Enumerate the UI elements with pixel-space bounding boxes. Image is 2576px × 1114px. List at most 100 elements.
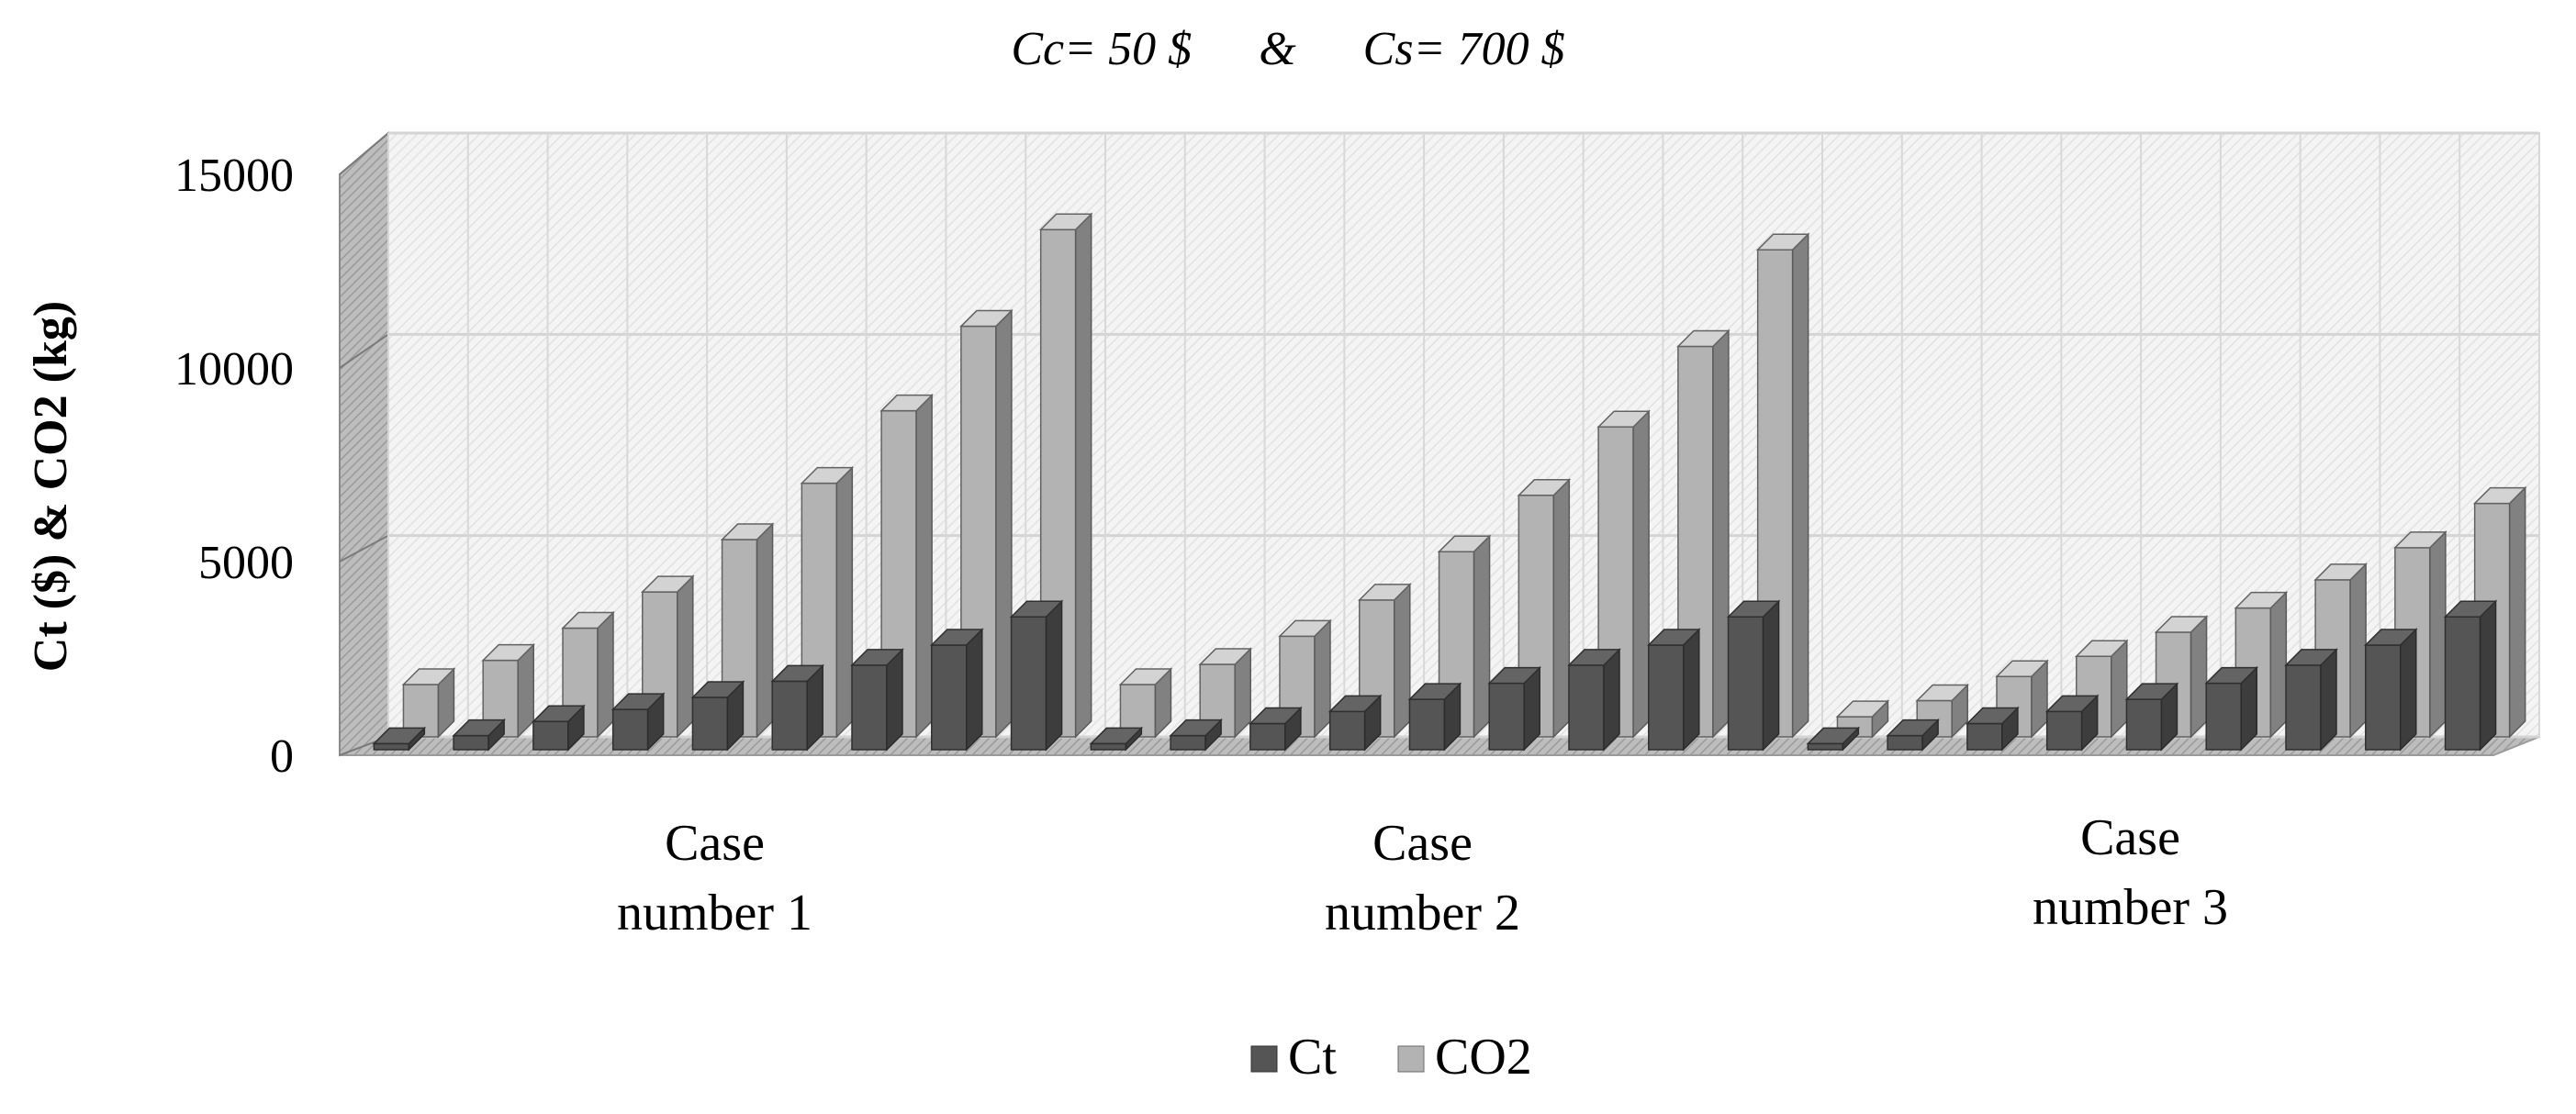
bar-ct-top — [610, 693, 666, 710]
bar-ct — [1169, 718, 1223, 752]
bar-ct-top — [1009, 600, 1064, 618]
bar-co2-side — [1712, 329, 1730, 739]
bar-ct-top — [770, 664, 825, 683]
bar-ct-front — [373, 742, 410, 751]
y-tick-label: 5000 — [198, 537, 294, 589]
bar-ct-side — [966, 628, 983, 752]
bar-co2-top — [1676, 329, 1730, 348]
bar-ct-top — [2363, 629, 2418, 646]
bar-ct-top — [372, 727, 427, 745]
bar-co2-side — [1552, 477, 1571, 739]
bar-ct-front — [2205, 682, 2242, 751]
bar-ct — [850, 648, 904, 752]
bar-ct-side — [1603, 648, 1620, 752]
bars-layer — [372, 212, 2527, 752]
bar-ct-top — [1966, 707, 2020, 725]
bar-co2-top — [1835, 700, 1890, 718]
bar-co2-top — [1995, 660, 2049, 677]
bar-ct-front — [851, 664, 888, 751]
bar-ct — [372, 726, 427, 752]
bar-ct — [2044, 694, 2100, 752]
bar-ct-front — [1966, 722, 2003, 751]
bar-ct-top — [1806, 727, 1861, 745]
bar-co2-top — [481, 643, 536, 662]
bar-ct-front — [2125, 698, 2163, 751]
x-tick-label-line1: Case — [1372, 815, 1473, 872]
bar-co2-top — [2234, 591, 2289, 609]
bar-co2-top — [2472, 486, 2527, 505]
bar-ct — [1249, 706, 1303, 752]
bar-ct-front — [1328, 710, 1366, 751]
bar-co2-side — [1791, 232, 1809, 739]
bar-ct-front — [453, 734, 489, 751]
bar-co2-top — [1118, 668, 1173, 685]
bar-ct-front — [1090, 742, 1127, 751]
bar-ct — [1646, 628, 1701, 752]
bar-co2 — [1437, 534, 1492, 739]
bar-co2-top — [2393, 531, 2447, 549]
bar-ct-front — [1648, 644, 1685, 751]
bar-co2-top — [401, 668, 456, 685]
bar-co2 — [401, 667, 456, 739]
y-axis-label: Ct ($) & CO2 (kg) — [25, 301, 77, 672]
bar-ct-front — [2285, 664, 2322, 751]
bar-co2-side — [2269, 590, 2288, 739]
bar-co2-side — [677, 574, 694, 739]
x-axis-labels: Case number 1 Case number 2 Case number 3 — [617, 809, 2228, 941]
legend-swatch — [1397, 1045, 1425, 1073]
bar-ct — [1407, 682, 1462, 752]
bar-co2-top — [1915, 684, 1970, 702]
bar-ct-front — [1568, 664, 1605, 751]
bar-co2-side — [1314, 618, 1331, 739]
y-axis-ticks: 0 5000 10000 15000 — [174, 150, 294, 783]
bar-co2-side — [1394, 583, 1411, 739]
legend-label: CO2 — [1435, 1029, 1532, 1086]
bar-ct-front — [771, 680, 808, 751]
bar-ct — [610, 692, 666, 752]
x-tick-label-line1: Case — [665, 815, 765, 872]
bar-ct-top — [452, 719, 506, 737]
bar-ct-front — [2444, 616, 2481, 751]
bar-ct-top — [2124, 683, 2179, 700]
bar-ct-top — [1327, 695, 1383, 713]
bar-ct-front — [611, 708, 649, 751]
bar-ct-top — [850, 649, 904, 666]
bar-ct — [1487, 665, 1542, 752]
bar-ct-top — [1407, 683, 1462, 700]
title-amp: & — [1259, 23, 1296, 75]
bar-ct-front — [1807, 742, 1844, 751]
bar-ct-top — [690, 681, 745, 698]
bar-co2 — [800, 465, 855, 739]
bar-co2-top — [1278, 619, 1332, 638]
title-cs: Cs= 700 $ — [1363, 23, 1565, 75]
bar-co2-side — [2429, 530, 2447, 739]
x-tick-label-line1: Case — [2080, 809, 2180, 866]
bar-ct-side — [2400, 628, 2417, 752]
side-wall — [339, 130, 389, 757]
bar-co2 — [1835, 699, 1890, 739]
title-cc: Cc= 50 $ — [1011, 23, 1192, 75]
bar-co2 — [959, 308, 1014, 739]
bar-co2-side — [2349, 563, 2367, 739]
bar-co2-top — [1596, 410, 1651, 428]
bar-ct-front — [2045, 710, 2083, 751]
bar-ct — [1327, 694, 1383, 752]
gridline-side — [339, 132, 389, 175]
bar-ct — [1966, 706, 2020, 752]
y-tick-label: 10000 — [174, 343, 294, 395]
bar-co2-top — [800, 466, 855, 485]
bar-ct — [1726, 599, 1781, 752]
bar-ct-top — [2443, 600, 2498, 618]
x-tick-label-line2: number 2 — [1325, 885, 1520, 941]
y-tick-label: 0 — [270, 730, 294, 783]
bar-ct-top — [1249, 707, 1303, 725]
bar-ct-front — [532, 720, 569, 751]
bar-co2-side — [835, 465, 854, 739]
bar-co2-top — [1038, 213, 1093, 231]
bar-ct-top — [532, 705, 586, 723]
bar-ct-top — [2044, 695, 2100, 713]
bar-ct — [2363, 628, 2418, 752]
bar-ct — [1089, 726, 1144, 752]
